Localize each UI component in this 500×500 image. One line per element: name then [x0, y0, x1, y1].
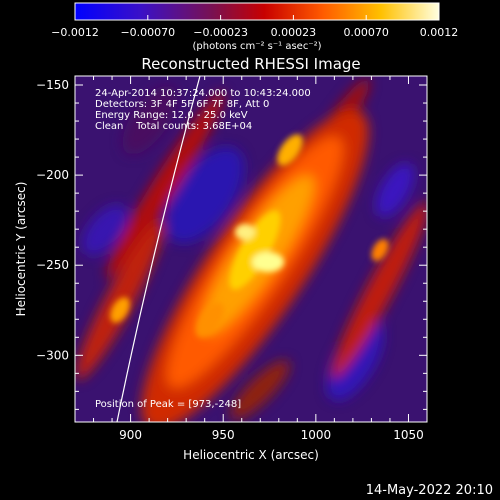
annotation-time-range: 24-Apr-2014 10:37:24.000 to 10:43:24.000: [95, 88, 311, 99]
colorbar-tick-label: 0.0012: [420, 26, 459, 39]
x-tick-label: 1000: [301, 428, 332, 442]
colorbar-unit-label: (photons cm⁻² s⁻¹ asec⁻²): [192, 41, 321, 52]
x-axis-title: Heliocentric X (arcsec): [183, 448, 319, 462]
solar-limb-curve: [116, 76, 201, 422]
colorbar-tick-label: −0.00023: [193, 26, 248, 39]
plot-frame: [74, 75, 428, 423]
annotation-block: 24-Apr-2014 10:37:24.000 to 10:43:24.000…: [95, 88, 311, 132]
colorbar: −0.0012 −0.00070 −0.00023 0.00023 0.00070 0.0…: [51, 2, 458, 52]
y-axis-title: Heliocentric Y (arcsec): [14, 182, 28, 317]
annotation-detectors: Detectors: 3F 4F 5F 6F 7F 8F, Att 0: [95, 99, 269, 110]
heatmap-image: [75, 76, 427, 422]
y-tick-label: −250: [36, 258, 69, 272]
colorbar-ticks: −0.0012 −0.00070 −0.00023 0.00023 0.00070 0.0…: [51, 15, 458, 39]
colorbar-tick-label: 0.00070: [343, 26, 389, 39]
colorbar-gradient: [74, 2, 440, 21]
y-axis: −150 −200 −250 −300: [36, 78, 427, 410]
y-tick-label: −300: [36, 348, 69, 362]
annotation-energy-range: Energy Range: 12.0 - 25.0 keV: [95, 110, 248, 121]
x-tick-label: 900: [119, 428, 142, 442]
colorbar-tick-label: −0.0012: [51, 26, 99, 39]
colorbar-tick-label: 0.00023: [271, 26, 317, 39]
y-tick-label: −200: [36, 168, 69, 182]
x-axis: 900 950 1000 1050: [93, 76, 428, 442]
chart-title: Reconstructed RHESSI Image: [141, 55, 360, 73]
colorbar-tick-label: −0.00070: [120, 26, 175, 39]
y-tick-label: −150: [36, 78, 69, 92]
x-tick-label: 1050: [393, 428, 424, 442]
peak-position-label: Position of Peak = [973,-248]: [95, 399, 241, 410]
annotation-counts: Clean Total counts: 3.68E+04: [95, 121, 252, 132]
footer-timestamp: 14-May-2022 20:10: [366, 483, 493, 498]
x-tick-label: 950: [212, 428, 235, 442]
